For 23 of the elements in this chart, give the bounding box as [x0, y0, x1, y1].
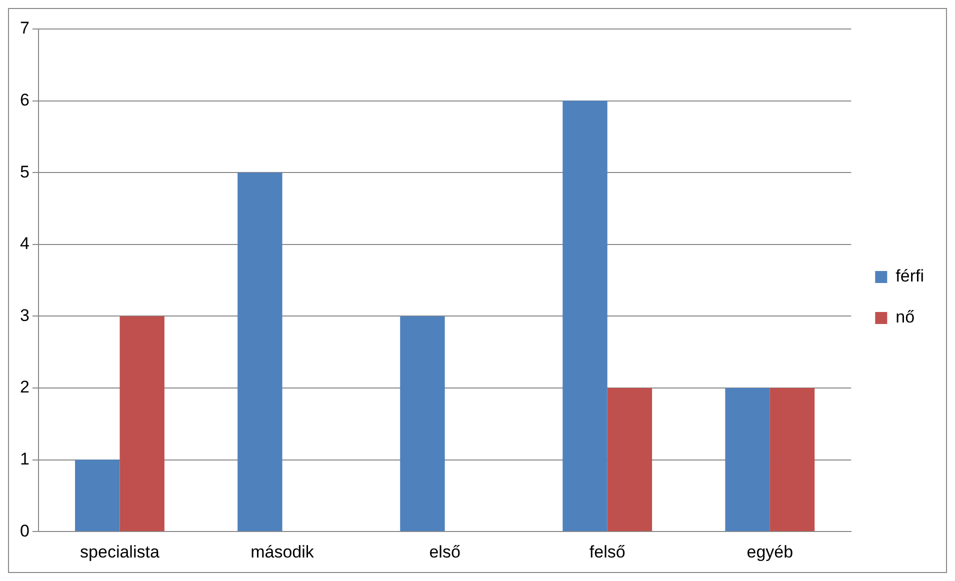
bar — [238, 172, 282, 532]
y-tick-label: 5 — [20, 162, 30, 182]
x-tick-label: első — [429, 542, 460, 562]
bar — [120, 316, 164, 532]
y-tick-label: 2 — [20, 378, 30, 397]
y-tick-label: 4 — [20, 234, 30, 254]
bar — [607, 388, 652, 532]
x-tick-label: második — [250, 542, 314, 562]
y-tick-label: 1 — [20, 449, 30, 468]
y-tick-label: 0 — [20, 521, 30, 540]
legend-label: nő — [896, 308, 915, 327]
bar — [75, 460, 120, 532]
x-tick-label: egyéb — [746, 542, 794, 562]
y-tick-label: 6 — [20, 90, 30, 110]
legend-label: férfi — [896, 266, 924, 286]
y-tick-label: 3 — [20, 306, 30, 325]
y-tick-label: 7 — [20, 18, 30, 38]
bar — [770, 388, 815, 532]
bar — [400, 316, 445, 532]
bar — [725, 388, 770, 532]
x-tick-label: specialista — [80, 542, 160, 562]
x-tick-label: felső — [589, 542, 626, 562]
bar — [562, 100, 608, 532]
